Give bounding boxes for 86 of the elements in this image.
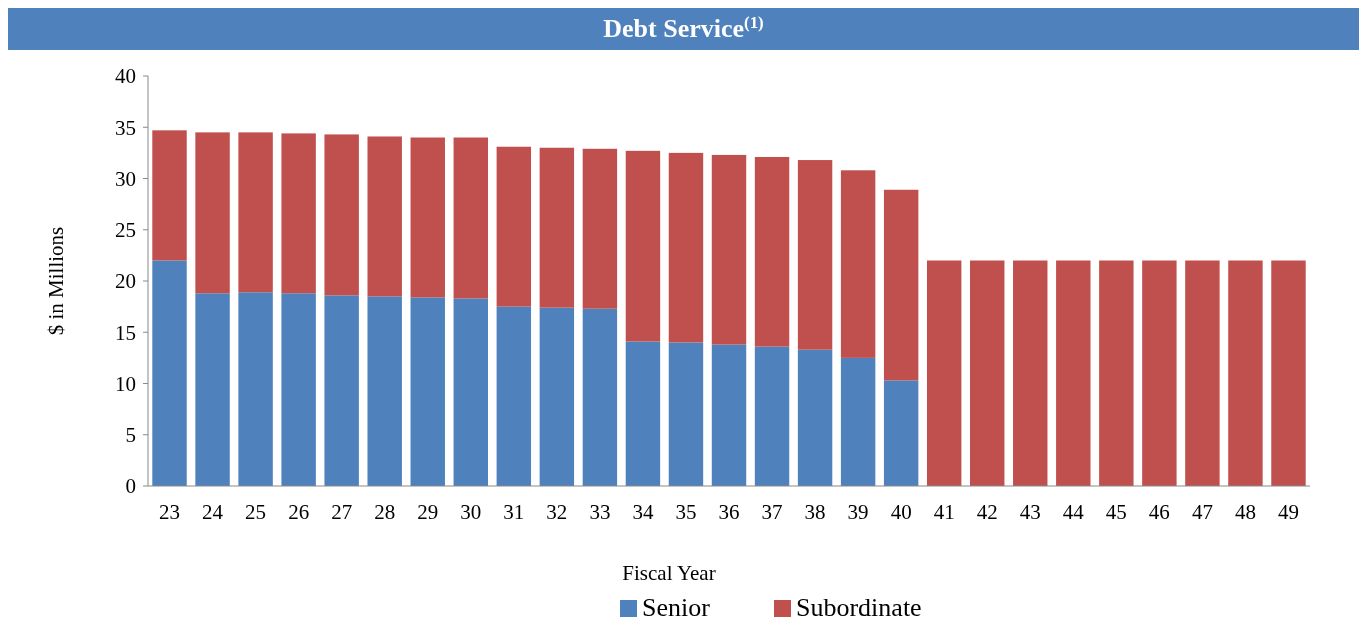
bar bbox=[367, 136, 402, 297]
bar bbox=[754, 156, 790, 347]
bar bbox=[496, 306, 532, 486]
bar bbox=[1099, 260, 1134, 486]
bar bbox=[453, 298, 488, 486]
bar bbox=[324, 134, 359, 296]
y-tick-label: 20 bbox=[115, 269, 136, 294]
bar bbox=[281, 293, 316, 486]
x-tick-label: 49 bbox=[1277, 500, 1299, 524]
x-tick-label: 25 bbox=[245, 500, 267, 524]
bar bbox=[281, 133, 316, 294]
legend-label: Senior bbox=[642, 593, 711, 622]
x-tick-label: 30 bbox=[460, 500, 482, 524]
y-tick-label: 5 bbox=[125, 423, 136, 448]
bar bbox=[1271, 260, 1306, 486]
x-tick-label: 33 bbox=[589, 500, 611, 524]
bar bbox=[883, 380, 919, 486]
x-axis-title: Fiscal Year bbox=[622, 561, 716, 585]
bar bbox=[625, 341, 661, 486]
bar bbox=[668, 342, 704, 486]
x-tick-label: 39 bbox=[847, 500, 869, 524]
y-tick-label: 30 bbox=[115, 166, 136, 191]
bar bbox=[754, 346, 790, 486]
x-tick-label: 23 bbox=[159, 500, 181, 524]
bar bbox=[453, 137, 488, 299]
bar bbox=[582, 308, 618, 486]
bar bbox=[238, 292, 273, 486]
bar bbox=[1056, 260, 1091, 486]
bar bbox=[1013, 260, 1048, 486]
bar bbox=[926, 260, 962, 486]
bar bbox=[1142, 260, 1177, 486]
y-tick-label: 35 bbox=[115, 115, 136, 140]
bar bbox=[582, 148, 618, 309]
bar bbox=[1185, 260, 1220, 486]
x-tick-label: 44 bbox=[1062, 500, 1085, 524]
x-tick-label: 34 bbox=[632, 500, 654, 524]
bar bbox=[539, 147, 575, 308]
bar bbox=[840, 170, 876, 358]
x-tick-label: 28 bbox=[374, 500, 396, 524]
bar bbox=[539, 307, 575, 486]
y-tick-label: 0 bbox=[125, 474, 136, 499]
bar bbox=[711, 344, 747, 486]
x-tick-label: 38 bbox=[804, 500, 826, 524]
bar bbox=[797, 160, 833, 350]
x-tick-label: 24 bbox=[202, 500, 224, 524]
bar bbox=[883, 189, 919, 381]
bar bbox=[668, 152, 704, 343]
bar bbox=[195, 132, 230, 294]
bar bbox=[152, 260, 187, 486]
x-tick-label: 45 bbox=[1105, 500, 1127, 524]
x-tick-label: 29 bbox=[417, 500, 439, 524]
bar bbox=[410, 297, 445, 486]
bar bbox=[152, 130, 187, 261]
x-tick-label: 37 bbox=[761, 500, 783, 524]
bar bbox=[797, 349, 833, 486]
bar bbox=[496, 146, 532, 307]
x-tick-label: 47 bbox=[1191, 500, 1213, 524]
x-tick-label: 43 bbox=[1019, 500, 1041, 524]
x-tick-label: 48 bbox=[1234, 500, 1256, 524]
x-tick-label: 26 bbox=[288, 500, 310, 524]
x-tick-label: 46 bbox=[1148, 500, 1170, 524]
x-tick-label: 41 bbox=[933, 500, 955, 524]
y-tick-label: 40 bbox=[115, 64, 136, 89]
bar bbox=[324, 295, 359, 486]
x-tick-label: 35 bbox=[675, 500, 697, 524]
x-tick-label: 27 bbox=[331, 500, 353, 524]
bar bbox=[840, 357, 876, 486]
y-tick-label: 25 bbox=[115, 218, 136, 243]
bar bbox=[711, 154, 747, 345]
x-tick-label: 40 bbox=[890, 500, 912, 524]
x-tick-label: 36 bbox=[718, 500, 740, 524]
y-tick-label: 15 bbox=[115, 320, 136, 345]
bar bbox=[195, 293, 230, 486]
y-tick-label: 10 bbox=[115, 371, 136, 396]
x-tick-label: 31 bbox=[503, 500, 525, 524]
bar bbox=[238, 132, 273, 293]
bar bbox=[1228, 260, 1263, 486]
x-tick-label: 42 bbox=[976, 500, 998, 524]
bar bbox=[410, 137, 445, 298]
bar bbox=[970, 260, 1005, 486]
chart-title: Debt Service$^{(1)}$ bbox=[603, 12, 764, 43]
legend-label: Subordinate bbox=[796, 593, 922, 622]
x-tick-label: 32 bbox=[546, 500, 568, 524]
bar bbox=[625, 150, 661, 342]
y-axis-title: $ in Millions bbox=[44, 226, 68, 336]
bar bbox=[367, 296, 402, 486]
